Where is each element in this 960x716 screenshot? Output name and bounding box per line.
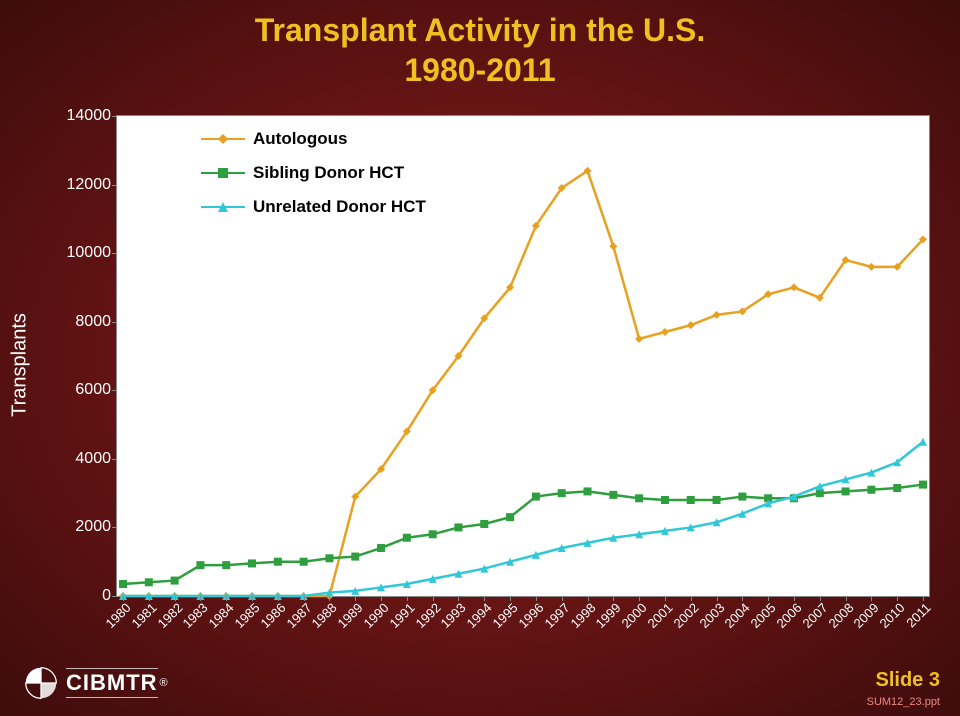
legend-label: Autologous	[253, 129, 347, 149]
x-tick-label: 1993	[438, 600, 469, 631]
x-tick-label: 2001	[644, 600, 675, 631]
x-tick-label: 1982	[154, 600, 185, 631]
x-tick-label: 2006	[774, 600, 805, 631]
x-tick-label: 1985	[232, 600, 263, 631]
legend-item: Unrelated Donor HCT	[201, 190, 426, 224]
x-tick-label: 1992	[412, 600, 443, 631]
x-tick-label: 1999	[593, 600, 624, 631]
x-tick-label: 2005	[748, 600, 779, 631]
y-tick-label: 14000	[67, 107, 112, 125]
x-tick-label: 1996	[515, 600, 546, 631]
x-tick-label: 1991	[386, 600, 417, 631]
x-tick-label: 2010	[877, 600, 908, 631]
logo-text: CIBMTR	[66, 668, 158, 698]
x-tick-label: 2004	[722, 600, 753, 631]
footer: CIBMTR ® Slide 3 SUM12_23.ppt	[0, 646, 960, 716]
chart-title: Transplant Activity in the U.S.1980-2011	[0, 10, 960, 90]
logo: CIBMTR ®	[24, 666, 168, 700]
y-tick-label: 10000	[67, 244, 112, 262]
x-tick-label: 1986	[257, 600, 288, 631]
x-tick-label: 1989	[335, 600, 366, 631]
y-axis-label: Transplants	[9, 313, 32, 417]
slide: Transplant Activity in the U.S.1980-2011…	[0, 0, 960, 716]
x-tick-label: 1983	[180, 600, 211, 631]
chart-container: Transplants AutologousSibling Donor HCTU…	[48, 115, 928, 615]
file-reference: SUM12_23.ppt	[867, 696, 940, 708]
y-tick-label: 12000	[67, 176, 112, 194]
y-tick-label: 6000	[75, 381, 111, 399]
x-tick-label: 1987	[283, 600, 314, 631]
x-tick-label: 1981	[128, 600, 159, 631]
x-tick-label: 1994	[464, 600, 495, 631]
slide-number: Slide 3	[876, 669, 940, 692]
legend-item: Autologous	[201, 122, 426, 156]
x-tick-label: 1998	[567, 600, 598, 631]
x-tick-label: 1995	[490, 600, 521, 631]
y-tick-label: 2000	[75, 518, 111, 536]
x-tick-label: 2008	[825, 600, 856, 631]
x-tick-label: 1990	[361, 600, 392, 631]
x-tick-label: 2000	[619, 600, 650, 631]
y-tick-label: 4000	[75, 450, 111, 468]
y-tick-label: 8000	[75, 313, 111, 331]
y-tick-label: 0	[102, 587, 111, 605]
x-tick-label: 2009	[851, 600, 882, 631]
legend-label: Sibling Donor HCT	[253, 163, 404, 183]
x-tick-label: 1988	[309, 600, 340, 631]
legend: Autologous Sibling Donor HCT Unrelated Don…	[201, 122, 426, 224]
legend-label: Unrelated Donor HCT	[253, 197, 426, 217]
x-tick-label: 2002	[670, 600, 701, 631]
x-tick-label: 2011	[903, 600, 933, 630]
x-tick-label: 2003	[696, 600, 727, 631]
plot-area: Autologous Sibling Donor HCT Unrelated Don…	[116, 115, 930, 597]
x-tick-label: 2007	[799, 600, 830, 631]
logo-icon	[24, 666, 58, 700]
x-tick-label: 1984	[206, 600, 237, 631]
x-tick-label: 1997	[541, 600, 572, 631]
legend-item: Sibling Donor HCT	[201, 156, 426, 190]
